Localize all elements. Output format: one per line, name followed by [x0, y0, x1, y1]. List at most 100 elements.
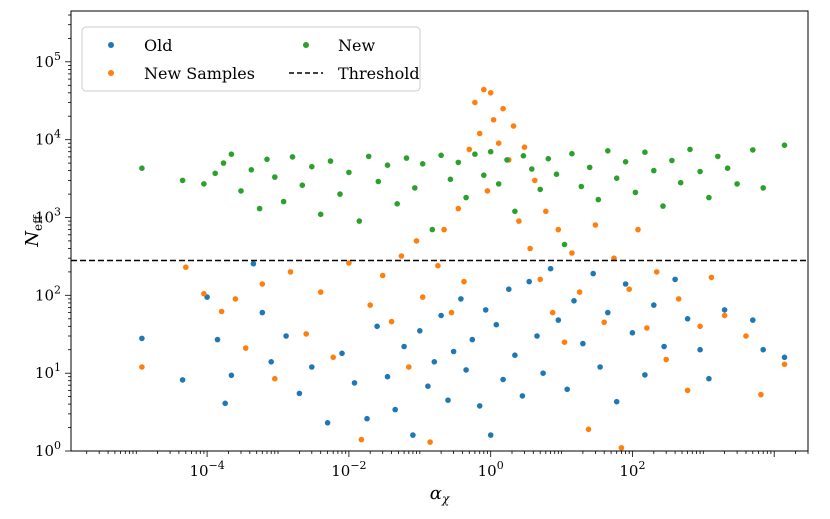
point-2-33 [481, 172, 487, 178]
axis-layer: 10−4 10−2 100 102 100 101 102 103 104 105 [35, 14, 809, 480]
point-0-48 [605, 309, 611, 316]
point-2-8 [256, 205, 263, 212]
point-2-0 [139, 165, 145, 171]
point-0-61 [760, 346, 766, 353]
point-0-23 [431, 359, 438, 365]
point-1-12 [346, 260, 352, 266]
legend-label-threshold: Threshold [338, 64, 420, 83]
point-1-48 [576, 289, 583, 295]
point-0-8 [268, 359, 275, 365]
point-0-54 [661, 343, 667, 350]
y-tick-label: 104 [35, 128, 61, 149]
point-0-35 [506, 286, 512, 293]
point-1-45 [555, 226, 562, 233]
point-2-55 [669, 157, 675, 164]
point-1-56 [644, 325, 650, 331]
point-0-15 [364, 415, 370, 422]
point-2-3 [212, 170, 218, 177]
point-2-59 [706, 194, 712, 201]
point-1-21 [427, 439, 433, 445]
point-1-47 [569, 250, 575, 256]
point-1-66 [781, 361, 788, 368]
point-2-14 [309, 163, 315, 170]
y-tick-label: 105 [35, 50, 61, 71]
point-0-47 [597, 364, 603, 370]
point-1-35 [500, 105, 506, 112]
point-2-5 [228, 151, 235, 157]
legend-label-old: Old [144, 36, 172, 55]
point-2-7 [248, 167, 255, 173]
point-2-12 [289, 154, 296, 160]
point-0-39 [534, 333, 540, 339]
point-0-26 [450, 348, 457, 355]
point-1-23 [441, 226, 447, 233]
point-0-12 [324, 420, 331, 426]
point-1-53 [618, 445, 625, 451]
point-1-29 [476, 130, 483, 137]
series-old [139, 260, 788, 438]
point-2-2 [201, 181, 207, 187]
point-2-56 [677, 179, 684, 186]
point-0-17 [384, 373, 391, 380]
point-0-49 [613, 398, 620, 405]
point-0-3 [214, 336, 221, 343]
point-2-4 [220, 160, 227, 166]
point-2-64 [760, 185, 766, 191]
point-2-28 [438, 152, 444, 159]
point-1-50 [592, 222, 599, 228]
x-tick-label: 10−4 [189, 459, 224, 480]
point-1-58 [663, 356, 669, 363]
point-0-5 [228, 372, 235, 379]
point-2-58 [697, 168, 703, 175]
point-0-46 [590, 270, 596, 277]
point-1-0 [139, 364, 145, 370]
point-0-24 [438, 312, 444, 319]
x-tick-label: 100 [478, 459, 504, 480]
point-2-49 [613, 175, 620, 181]
point-1-24 [448, 309, 455, 316]
point-2-47 [595, 196, 602, 203]
point-2-35 [495, 181, 502, 187]
point-1-9 [303, 331, 310, 337]
x-tick-label: 102 [619, 459, 645, 480]
point-1-46 [561, 339, 568, 346]
point-0-18 [392, 406, 399, 413]
point-0-19 [401, 343, 407, 350]
point-2-63 [750, 147, 756, 153]
point-1-27 [466, 146, 473, 153]
point-0-20 [410, 432, 416, 438]
point-1-17 [398, 253, 405, 259]
point-2-24 [403, 155, 410, 161]
y-axis-title: Neff [22, 214, 45, 248]
point-0-51 [629, 330, 636, 336]
point-0-58 [706, 375, 712, 382]
point-0-59 [721, 307, 728, 313]
point-1-6 [259, 281, 266, 287]
point-2-53 [651, 167, 657, 174]
point-2-37 [512, 208, 518, 215]
point-1-55 [635, 226, 641, 233]
point-2-23 [394, 201, 401, 207]
point-0-30 [476, 403, 483, 409]
point-2-11 [280, 198, 287, 205]
point-2-46 [586, 164, 593, 171]
legend-marker-new [303, 42, 309, 48]
point-2-22 [384, 162, 391, 168]
point-0-31 [482, 307, 489, 313]
point-0-50 [622, 281, 629, 287]
point-2-42 [553, 171, 560, 177]
point-0-14 [351, 380, 358, 386]
point-0-16 [374, 323, 380, 330]
point-0-36 [512, 352, 518, 359]
point-0-60 [750, 317, 756, 323]
point-2-9 [264, 156, 270, 163]
y-tick-label: 101 [35, 361, 61, 382]
point-0-4 [222, 400, 228, 407]
point-2-41 [545, 155, 552, 162]
point-2-34 [487, 148, 494, 155]
point-1-39 [521, 144, 528, 150]
legend-box [81, 26, 421, 92]
legend-label-new-samples: New Samples [144, 64, 255, 83]
point-0-6 [250, 260, 257, 267]
